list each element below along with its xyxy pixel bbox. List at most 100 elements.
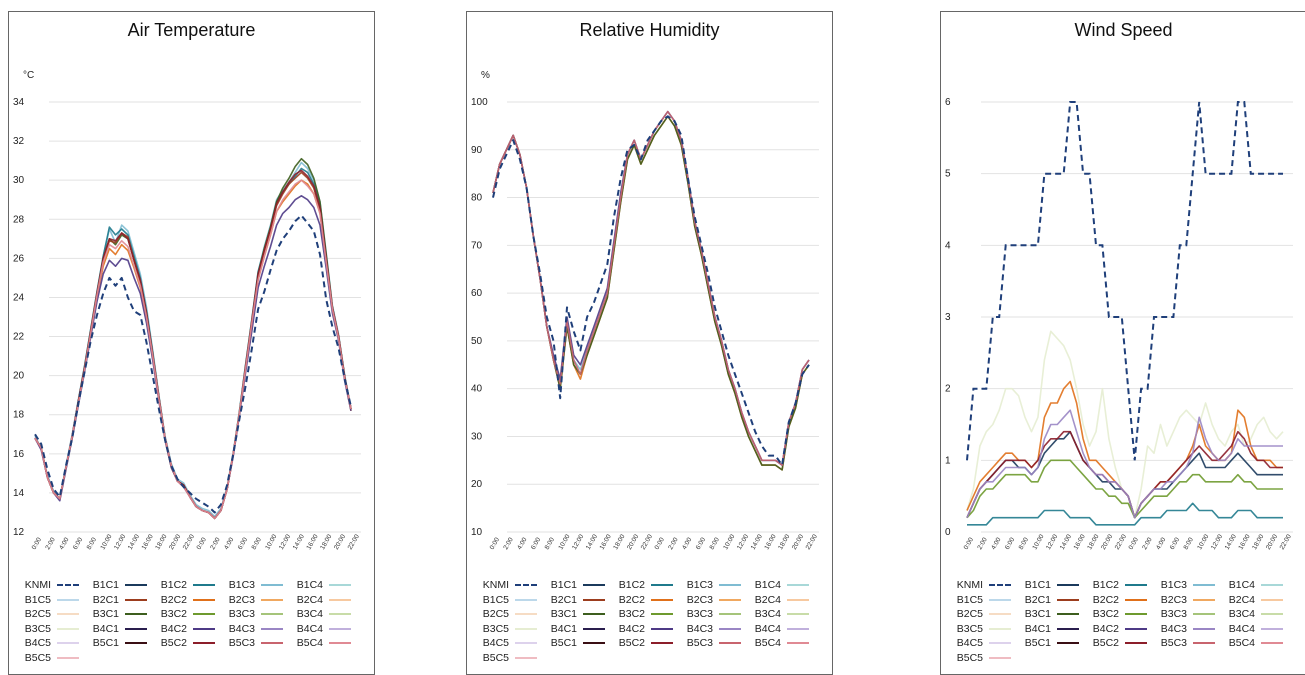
x-tick-label: 8:00 [544,536,557,551]
legend-label: B1C5 [24,593,51,606]
legend-item: B5C4 [1227,637,1295,649]
legend-item: B3C5 [23,623,91,635]
legend-swatch [1125,642,1147,645]
legend-item: B3C1 [549,608,617,620]
series-line-b1c2 [967,502,1283,526]
legend-item: B2C2 [617,594,685,606]
legend-swatch [1261,598,1283,601]
y-tick-label: 18 [13,410,25,421]
legend-item: B5C3 [227,637,295,649]
x-tick-label: 22:00 [1279,533,1293,551]
legend-swatch [719,627,741,630]
legend-label: B3C2 [1092,608,1119,621]
legend-label: KNMI [482,579,509,592]
x-tick-label: 18:00 [154,533,168,551]
x-tick-label: 0:00 [1128,536,1141,551]
legend-item: B2C4 [753,594,821,606]
legend-swatch [989,598,1011,601]
legend-row: B2C5 B3C1 B3C2 B3C3 B3C4 [23,607,374,622]
y-tick-label: 60 [471,288,483,299]
legend-label: B1C1 [1024,579,1051,592]
legend-swatch [193,642,215,645]
legend-swatch [1057,627,1079,630]
legend-label: B1C5 [956,593,983,606]
series-line-b3c1 [34,157,352,520]
legend-item: B4C2 [1091,623,1159,635]
x-tick-label: 14:00 [1224,533,1238,551]
legend-label: B4C2 [618,622,645,635]
y-tick-label: 5 [945,169,951,180]
legend-label: B5C5 [956,651,983,664]
legend-label: B2C2 [160,593,187,606]
legend-label: B2C4 [1228,593,1255,606]
x-tick-label: 6:00 [1169,536,1182,551]
x-tick-label: 10:00 [557,533,571,551]
legend-swatch [583,598,605,601]
x-tick-label: 10:00 [99,533,113,551]
legend-label: B3C1 [1024,608,1051,621]
legend-label: B2C3 [1160,593,1187,606]
x-tick-label: 4:00 [223,536,236,551]
y-tick-label: 2 [945,384,951,395]
x-tick-label: 20:00 [1265,533,1279,551]
legend-label: B2C3 [686,593,713,606]
legend-label: B4C3 [1160,622,1187,635]
legend-swatch [515,584,537,587]
legend-item: KNMI [955,579,1023,591]
legend-item: B1C3 [1159,579,1227,591]
x-tick-label: 0:00 [654,536,667,551]
x-tick-label: 12:00 [1210,533,1224,551]
legend-label: B3C5 [24,622,51,635]
chart-title: Air Temperature [127,20,256,40]
legend-label: B3C4 [754,608,781,621]
legend-label: B1C3 [1160,579,1187,592]
x-tick-label: 16:00 [599,533,613,551]
legend-label: B1C3 [686,579,713,592]
legend-swatch [1193,613,1215,616]
legend-swatch [1193,584,1215,587]
legend-swatch [57,656,79,659]
x-tick-label: 4:00 [681,536,694,551]
series-line-b5c3 [492,110,810,466]
legend-swatch [261,598,283,601]
x-tick-label: 10:00 [1031,533,1045,551]
legend-label: B3C3 [686,608,713,621]
y-tick-label: 14 [13,488,25,499]
x-tick-label: 2:00 [44,536,57,551]
legend-swatch [1057,613,1079,616]
legend-swatch [261,642,283,645]
legend: KNMI B1C1 B1C2 B1C3 B1C4 B1C5 B2C1 B2C2 B2C3 B2C4… [481,578,832,665]
legend-swatch [125,613,147,616]
x-tick-label: 4:00 [58,536,71,551]
x-tick-label: 16:00 [1073,533,1087,551]
series-line-knmi [492,115,810,467]
legend-item: B3C4 [1227,608,1295,620]
legend-item: B5C1 [1023,637,1091,649]
legend-item: B5C5 [481,652,549,664]
y-tick-label: 28 [13,214,25,225]
legend-label: B1C2 [160,579,187,592]
legend-label: B5C4 [754,637,781,650]
y-tick-label: 40 [471,384,483,395]
legend-swatch [515,613,537,616]
legend-swatch [57,584,79,587]
legend-item: B4C1 [1023,623,1091,635]
y-axis-unit: % [481,70,490,81]
legend-row: B2C5 B3C1 B3C2 B3C3 B3C4 [481,607,832,622]
legend-item: B3C5 [481,623,549,635]
legend-label: B1C4 [754,579,781,592]
legend-swatch [1261,627,1283,630]
legend-swatch [329,598,351,601]
legend-swatch [57,627,79,630]
legend-swatch [1193,627,1215,630]
legend-item: B4C4 [753,623,821,635]
x-tick-label: 22:00 [182,533,196,551]
legend-label: KNMI [24,579,51,592]
legend-swatch [57,598,79,601]
legend-label: B1C1 [550,579,577,592]
legend-item: B3C2 [1091,608,1159,620]
legend-label: B4C4 [754,622,781,635]
legend-swatch [261,584,283,587]
legend-item: B1C4 [753,579,821,591]
legend-item: B4C3 [227,623,295,635]
